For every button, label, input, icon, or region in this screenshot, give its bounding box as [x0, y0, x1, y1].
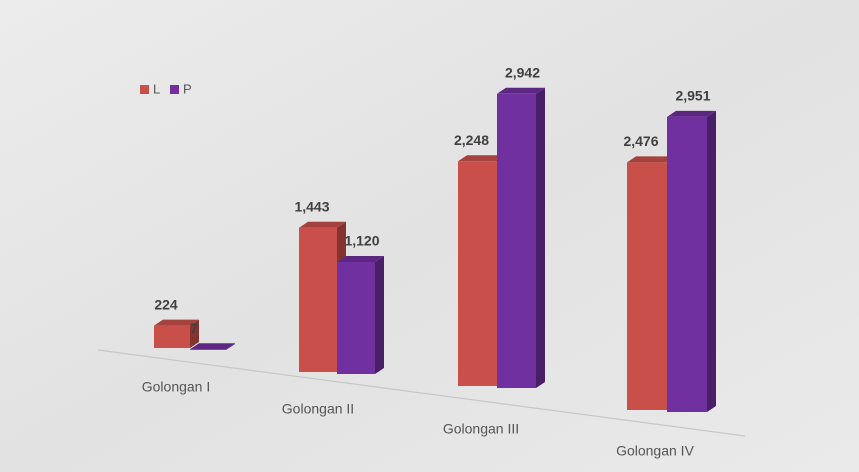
bar-top	[627, 156, 676, 163]
bar-front	[299, 227, 337, 372]
bar-top	[667, 110, 716, 117]
bar-front	[497, 93, 536, 389]
bar-front	[337, 262, 375, 374]
legend-swatch	[170, 85, 179, 94]
value-label: 2,476	[623, 133, 658, 149]
bar-side	[707, 110, 716, 413]
bar-top	[337, 256, 384, 262]
x-tick-label: Golongan I	[142, 379, 211, 395]
bar-side	[190, 319, 199, 348]
value-label: 2,942	[505, 65, 540, 81]
bar-side	[536, 87, 545, 389]
bar	[337, 256, 384, 374]
value-label: 2,248	[454, 132, 489, 148]
bar-front	[667, 116, 707, 413]
floor-line	[97, 349, 746, 437]
legend-swatch	[140, 85, 149, 94]
bar-top	[190, 343, 235, 350]
value-label: 224	[154, 296, 178, 312]
bar	[497, 87, 545, 389]
bar-side	[226, 343, 235, 350]
x-tick-label: Golongan III	[443, 421, 519, 437]
bar-front	[190, 349, 226, 350]
bar	[667, 110, 716, 413]
x-tick-label: Golongan IV	[616, 443, 694, 459]
value-label: 1,443	[294, 198, 329, 214]
bar-front	[627, 162, 667, 410]
bar-top	[458, 155, 506, 162]
bar-top	[299, 221, 346, 228]
value-label: 7	[190, 320, 198, 336]
bar-top	[497, 87, 545, 94]
bar-top	[154, 319, 199, 326]
bar	[154, 319, 199, 348]
value-label: 1,120	[344, 233, 379, 249]
bar-front	[458, 161, 497, 386]
bar-front	[154, 325, 190, 348]
legend-label: P	[183, 81, 192, 96]
legend-label: L	[153, 81, 160, 96]
value-label: 2,951	[675, 88, 710, 104]
bar-side	[375, 256, 384, 374]
x-tick-label: Golongan II	[282, 401, 354, 417]
bar	[190, 343, 235, 350]
